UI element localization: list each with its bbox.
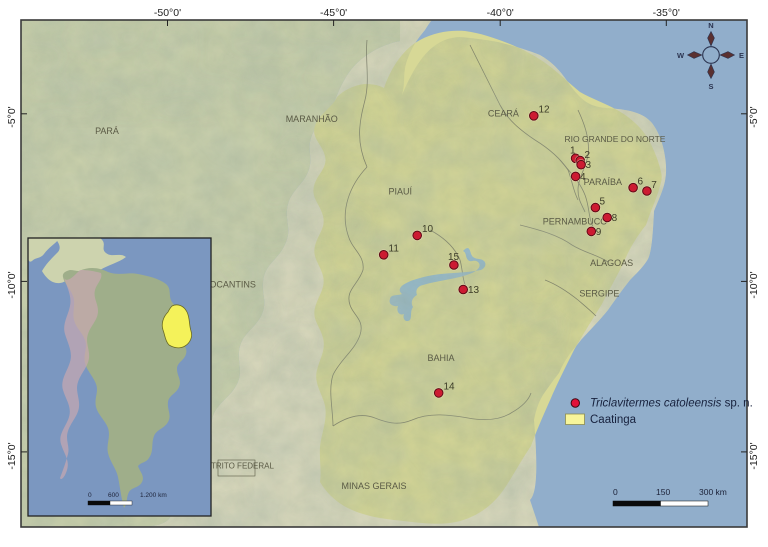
svg-text:600: 600 [108,492,119,499]
svg-text:PERNAMBUCO: PERNAMBUCO [543,216,608,226]
svg-text:SERGIPE: SERGIPE [579,288,619,298]
svg-text:S: S [708,82,713,91]
svg-text:PARÁ: PARÁ [95,126,119,136]
svg-text:15: 15 [448,252,460,263]
svg-text:-5°0': -5°0' [748,106,760,127]
svg-text:1.200 km: 1.200 km [140,492,167,499]
svg-text:-50°0': -50°0' [154,7,181,19]
svg-text:10: 10 [422,224,434,235]
svg-text:11: 11 [389,244,400,255]
svg-text:CEARÁ: CEARÁ [488,109,519,119]
svg-text:-35°0': -35°0' [653,7,680,19]
svg-text:-40°0': -40°0' [487,7,514,19]
svg-text:0: 0 [88,492,92,499]
svg-text:13: 13 [468,285,480,296]
svg-text:TOCANTINS: TOCANTINS [204,279,256,289]
svg-text:5: 5 [600,197,606,208]
svg-text:7: 7 [651,180,657,191]
svg-text:PIAUÍ: PIAUÍ [389,187,413,197]
svg-text:BAHIA: BAHIA [427,353,454,363]
svg-text:-45°0': -45°0' [320,7,347,19]
svg-text:Caatinga: Caatinga [590,414,637,426]
svg-text:150: 150 [656,487,670,497]
svg-text:RIO GRANDE DO NORTE: RIO GRANDE DO NORTE [565,134,666,144]
svg-text:MINAS GERAIS: MINAS GERAIS [341,481,406,491]
svg-text:-5°0': -5°0' [6,106,18,127]
svg-text:1: 1 [570,146,576,157]
svg-text:ALAGOAS: ALAGOAS [590,258,633,268]
svg-text:PARAÍBA: PARAÍBA [584,177,622,187]
svg-text:6: 6 [638,177,644,188]
svg-text:4: 4 [580,172,586,183]
svg-text:8: 8 [612,213,618,224]
svg-text:E: E [739,51,744,60]
svg-text:0: 0 [613,487,618,497]
svg-text:12: 12 [539,105,551,116]
svg-text:-15°0': -15°0' [748,442,760,469]
svg-text:14: 14 [444,382,456,393]
svg-text:Triclavitermes catoleensis sp.: Triclavitermes catoleensis sp. n. [590,398,753,410]
svg-text:300 km: 300 km [699,487,727,497]
svg-text:-10°0': -10°0' [748,271,760,298]
svg-text:3: 3 [586,160,592,171]
svg-text:N: N [708,21,713,30]
svg-text:W: W [677,51,685,60]
svg-text:9: 9 [596,227,602,238]
svg-text:-15°0': -15°0' [6,442,18,469]
svg-text:MARANHÃO: MARANHÃO [286,114,338,124]
svg-text:-10°0': -10°0' [6,271,18,298]
